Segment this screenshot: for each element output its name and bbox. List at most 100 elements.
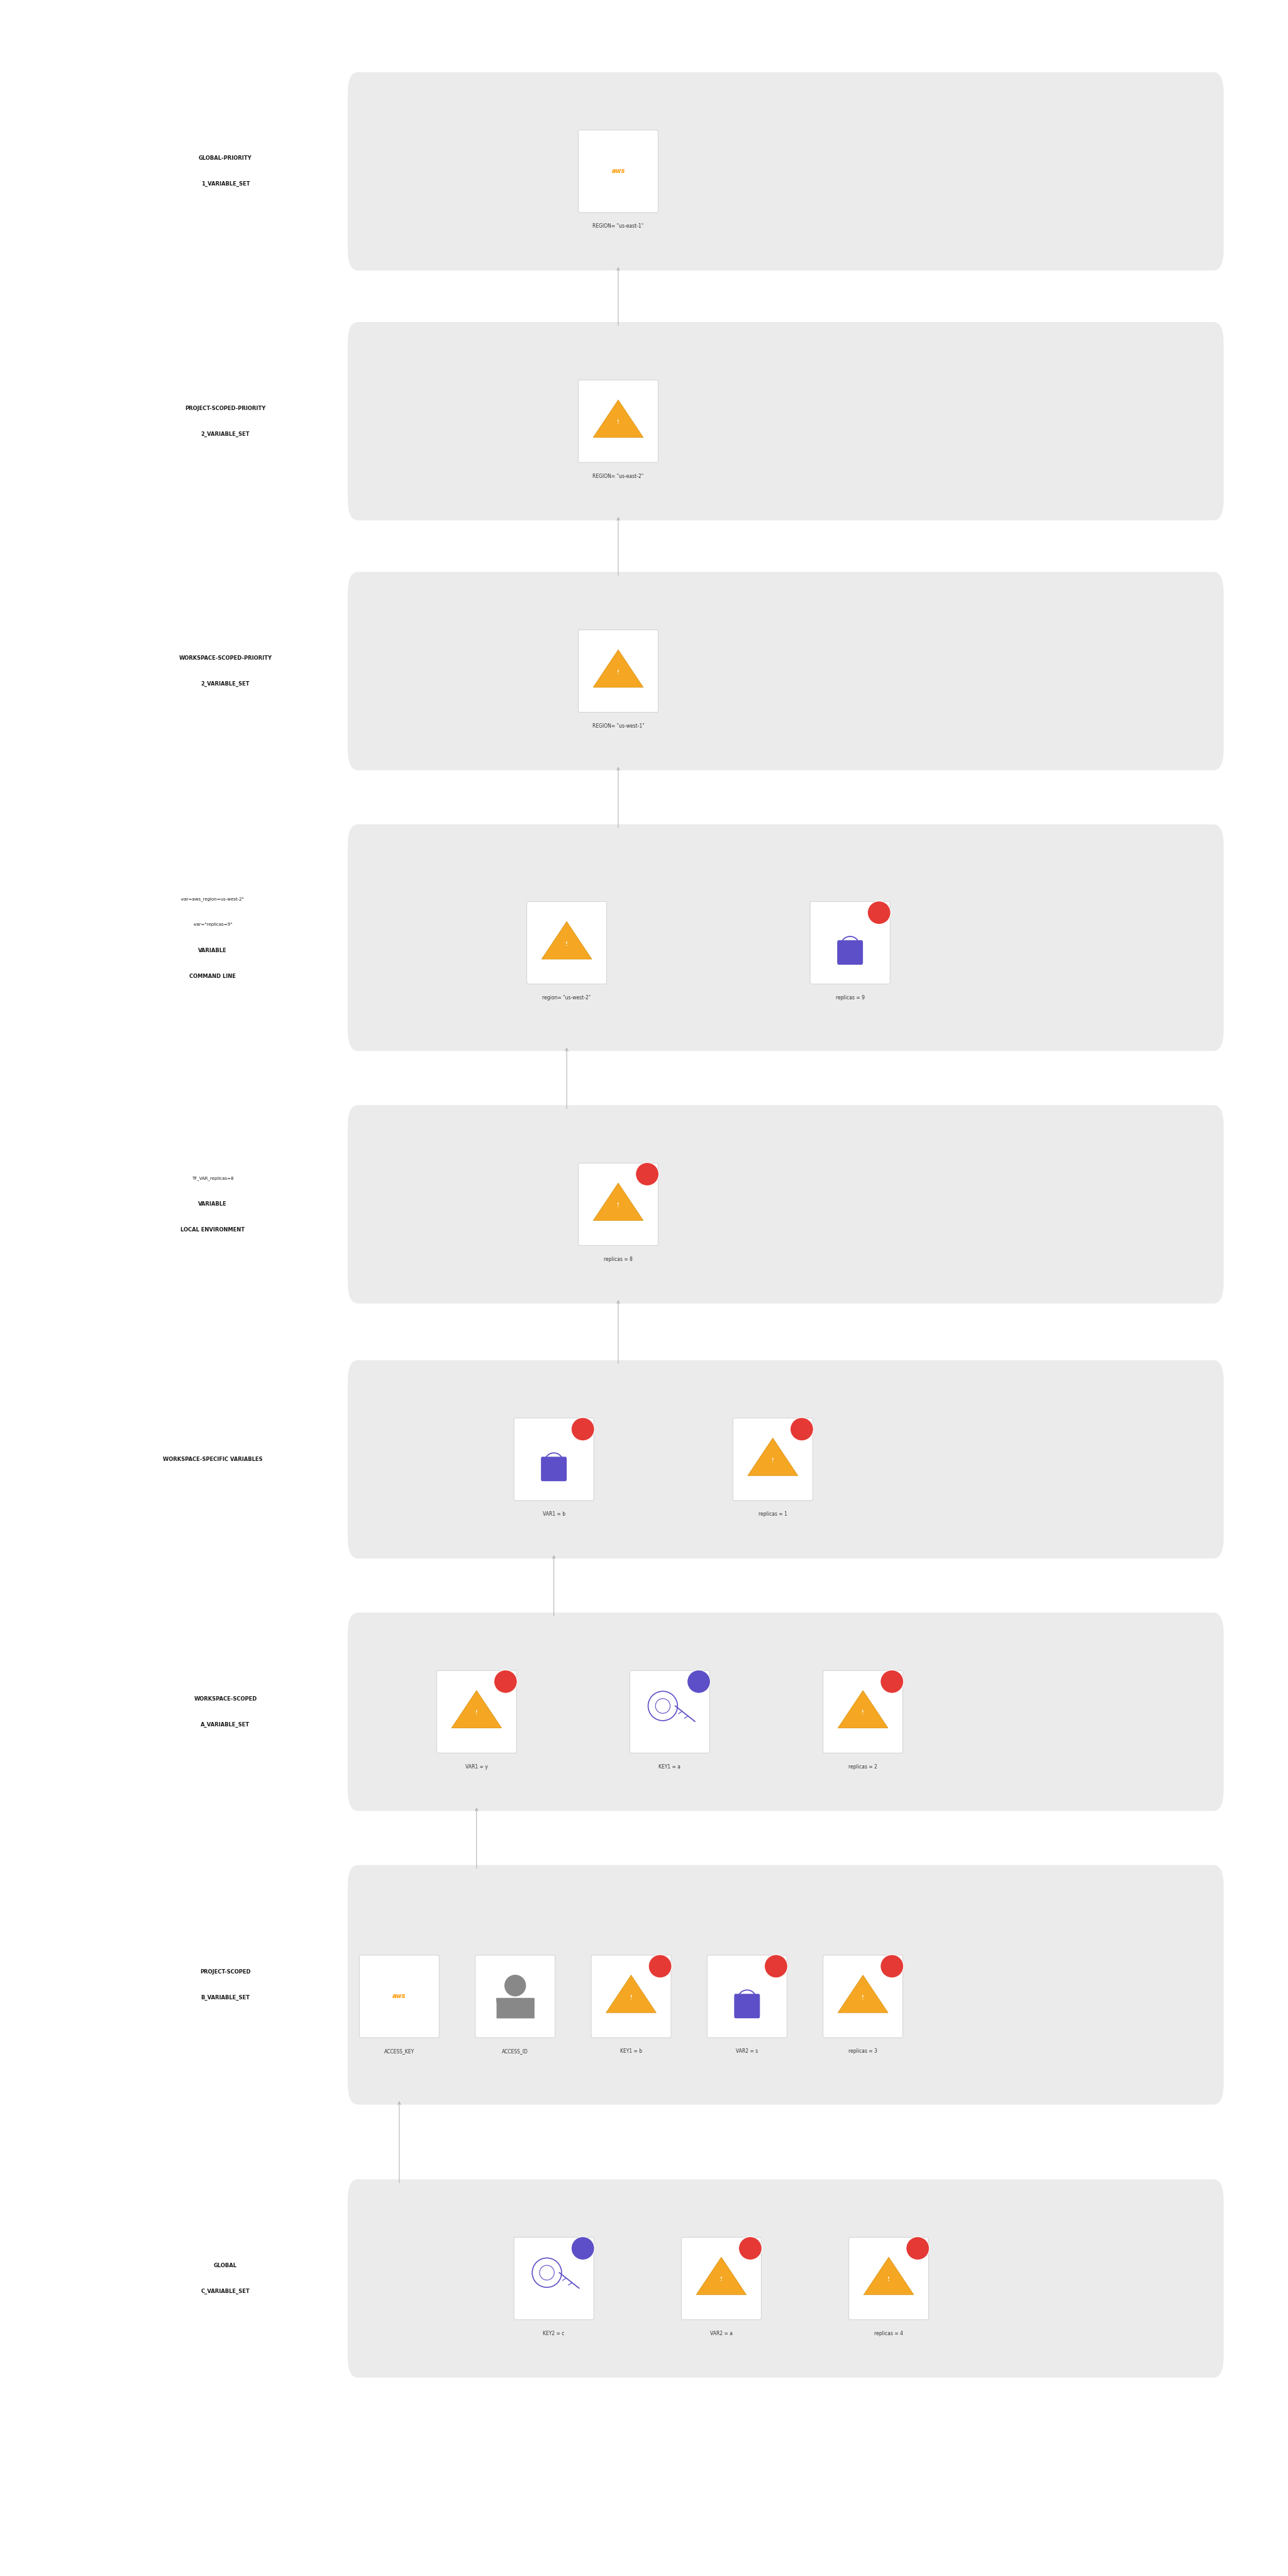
Text: VAR2 = a: VAR2 = a [710, 2331, 733, 2336]
Text: replicas = 8: replicas = 8 [604, 1257, 632, 1262]
FancyBboxPatch shape [348, 322, 1224, 520]
Text: COMMAND LINE: COMMAND LINE [189, 974, 236, 979]
FancyBboxPatch shape [348, 824, 1224, 1051]
Text: PROJECT-SCOPED-PRIORITY: PROJECT-SCOPED-PRIORITY [185, 404, 265, 412]
Ellipse shape [635, 1162, 658, 1185]
FancyBboxPatch shape [707, 1955, 787, 2038]
Text: VAR2 = s: VAR2 = s [735, 2048, 759, 2053]
FancyBboxPatch shape [348, 1360, 1224, 1558]
Text: TF_VAR_replicas=8: TF_VAR_replicas=8 [192, 1177, 233, 1180]
Text: !: ! [617, 670, 620, 675]
FancyBboxPatch shape [541, 1458, 567, 1481]
Ellipse shape [881, 1955, 904, 1978]
FancyBboxPatch shape [630, 1669, 710, 1752]
Text: !: ! [475, 1710, 478, 1716]
FancyBboxPatch shape [578, 129, 658, 214]
Text: VAR1 = b: VAR1 = b [542, 1512, 565, 1517]
FancyBboxPatch shape [514, 1417, 594, 1499]
Text: !: ! [617, 1203, 620, 1208]
Text: !: ! [720, 2277, 723, 2282]
Text: KEY1 = b: KEY1 = b [620, 2048, 643, 2053]
FancyBboxPatch shape [734, 1994, 760, 2020]
Polygon shape [497, 1999, 533, 2017]
FancyBboxPatch shape [578, 629, 658, 711]
Text: VAR1 = y: VAR1 = y [465, 1765, 488, 1770]
Text: KEY1 = a: KEY1 = a [658, 1765, 681, 1770]
FancyBboxPatch shape [823, 1955, 903, 2038]
Polygon shape [592, 1182, 644, 1221]
FancyBboxPatch shape [849, 2236, 929, 2318]
Text: B_VARIABLE_SET: B_VARIABLE_SET [201, 1994, 250, 2002]
Text: -var="replicas=9": -var="replicas=9" [193, 922, 232, 927]
FancyBboxPatch shape [823, 1669, 903, 1752]
Text: A_VARIABLE_SET: A_VARIABLE_SET [201, 1721, 250, 1728]
FancyBboxPatch shape [475, 1955, 555, 2038]
Text: region= "us-west-2": region= "us-west-2" [542, 994, 591, 999]
Text: replicas = 2: replicas = 2 [849, 1765, 877, 1770]
Text: REGION= "us-east-1": REGION= "us-east-1" [592, 224, 644, 229]
Ellipse shape [881, 1669, 904, 1692]
Text: !: ! [862, 1710, 864, 1716]
Polygon shape [697, 2257, 747, 2295]
FancyBboxPatch shape [578, 379, 658, 464]
FancyBboxPatch shape [527, 902, 607, 984]
Text: -var=aws_region=us-west-2": -var=aws_region=us-west-2" [180, 896, 245, 902]
Ellipse shape [572, 1417, 595, 1440]
Polygon shape [451, 1690, 502, 1728]
Polygon shape [541, 922, 592, 958]
Text: !: ! [862, 1994, 864, 2002]
Ellipse shape [688, 1669, 711, 1692]
Text: !: ! [630, 1994, 632, 2002]
Polygon shape [605, 1976, 656, 2012]
Ellipse shape [495, 1669, 518, 1692]
Text: PROJECT-SCOPED: PROJECT-SCOPED [200, 1968, 251, 1976]
Text: KEY2 = c: KEY2 = c [544, 2331, 564, 2336]
Text: replicas = 3: replicas = 3 [849, 2048, 877, 2053]
Polygon shape [592, 649, 644, 688]
Ellipse shape [905, 2236, 929, 2259]
Ellipse shape [790, 1417, 814, 1440]
Text: WORKSPACE-SPECIFIC VARIABLES: WORKSPACE-SPECIFIC VARIABLES [162, 1455, 263, 1463]
FancyBboxPatch shape [348, 1105, 1224, 1303]
Text: replicas = 4: replicas = 4 [875, 2331, 903, 2336]
Text: !: ! [772, 1458, 774, 1463]
Text: ACCESS_ID: ACCESS_ID [502, 2048, 528, 2053]
FancyBboxPatch shape [348, 72, 1224, 270]
Text: REGION= "us-east-2": REGION= "us-east-2" [592, 474, 644, 479]
Polygon shape [592, 399, 644, 438]
FancyBboxPatch shape [348, 1865, 1224, 2105]
Text: GLOBAL-PRIORITY: GLOBAL-PRIORITY [198, 155, 252, 162]
Text: C_VARIABLE_SET: C_VARIABLE_SET [201, 2287, 250, 2295]
FancyBboxPatch shape [681, 2236, 761, 2318]
FancyBboxPatch shape [591, 1955, 671, 2038]
Text: replicas = 1: replicas = 1 [759, 1512, 787, 1517]
FancyBboxPatch shape [359, 1955, 439, 2038]
FancyBboxPatch shape [437, 1669, 516, 1752]
Text: replicas = 9: replicas = 9 [836, 994, 864, 999]
FancyBboxPatch shape [348, 572, 1224, 770]
Text: 2_VARIABLE_SET: 2_VARIABLE_SET [201, 680, 250, 688]
Ellipse shape [648, 1955, 672, 1978]
Text: ACCESS_KEY: ACCESS_KEY [384, 2048, 415, 2053]
Polygon shape [838, 1976, 889, 2012]
Text: REGION= "us-west-1": REGION= "us-west-1" [592, 724, 644, 729]
FancyBboxPatch shape [837, 940, 863, 963]
Polygon shape [747, 1437, 797, 1476]
Ellipse shape [505, 1976, 526, 1996]
Text: aws: aws [393, 1994, 406, 1999]
Text: aws: aws [612, 167, 625, 175]
Text: 1_VARIABLE_SET: 1_VARIABLE_SET [201, 180, 250, 188]
FancyBboxPatch shape [348, 1613, 1224, 1811]
Text: !: ! [617, 420, 620, 425]
Polygon shape [838, 1690, 889, 1728]
FancyBboxPatch shape [810, 902, 890, 984]
FancyBboxPatch shape [348, 2179, 1224, 2378]
Ellipse shape [572, 2236, 595, 2259]
FancyBboxPatch shape [578, 1164, 658, 1247]
Text: 2_VARIABLE_SET: 2_VARIABLE_SET [201, 430, 250, 438]
Text: WORKSPACE-SCOPED: WORKSPACE-SCOPED [194, 1695, 256, 1703]
FancyBboxPatch shape [514, 2236, 594, 2318]
Text: GLOBAL: GLOBAL [214, 2262, 237, 2269]
Polygon shape [863, 2257, 913, 2295]
Text: VARIABLE: VARIABLE [198, 948, 227, 953]
